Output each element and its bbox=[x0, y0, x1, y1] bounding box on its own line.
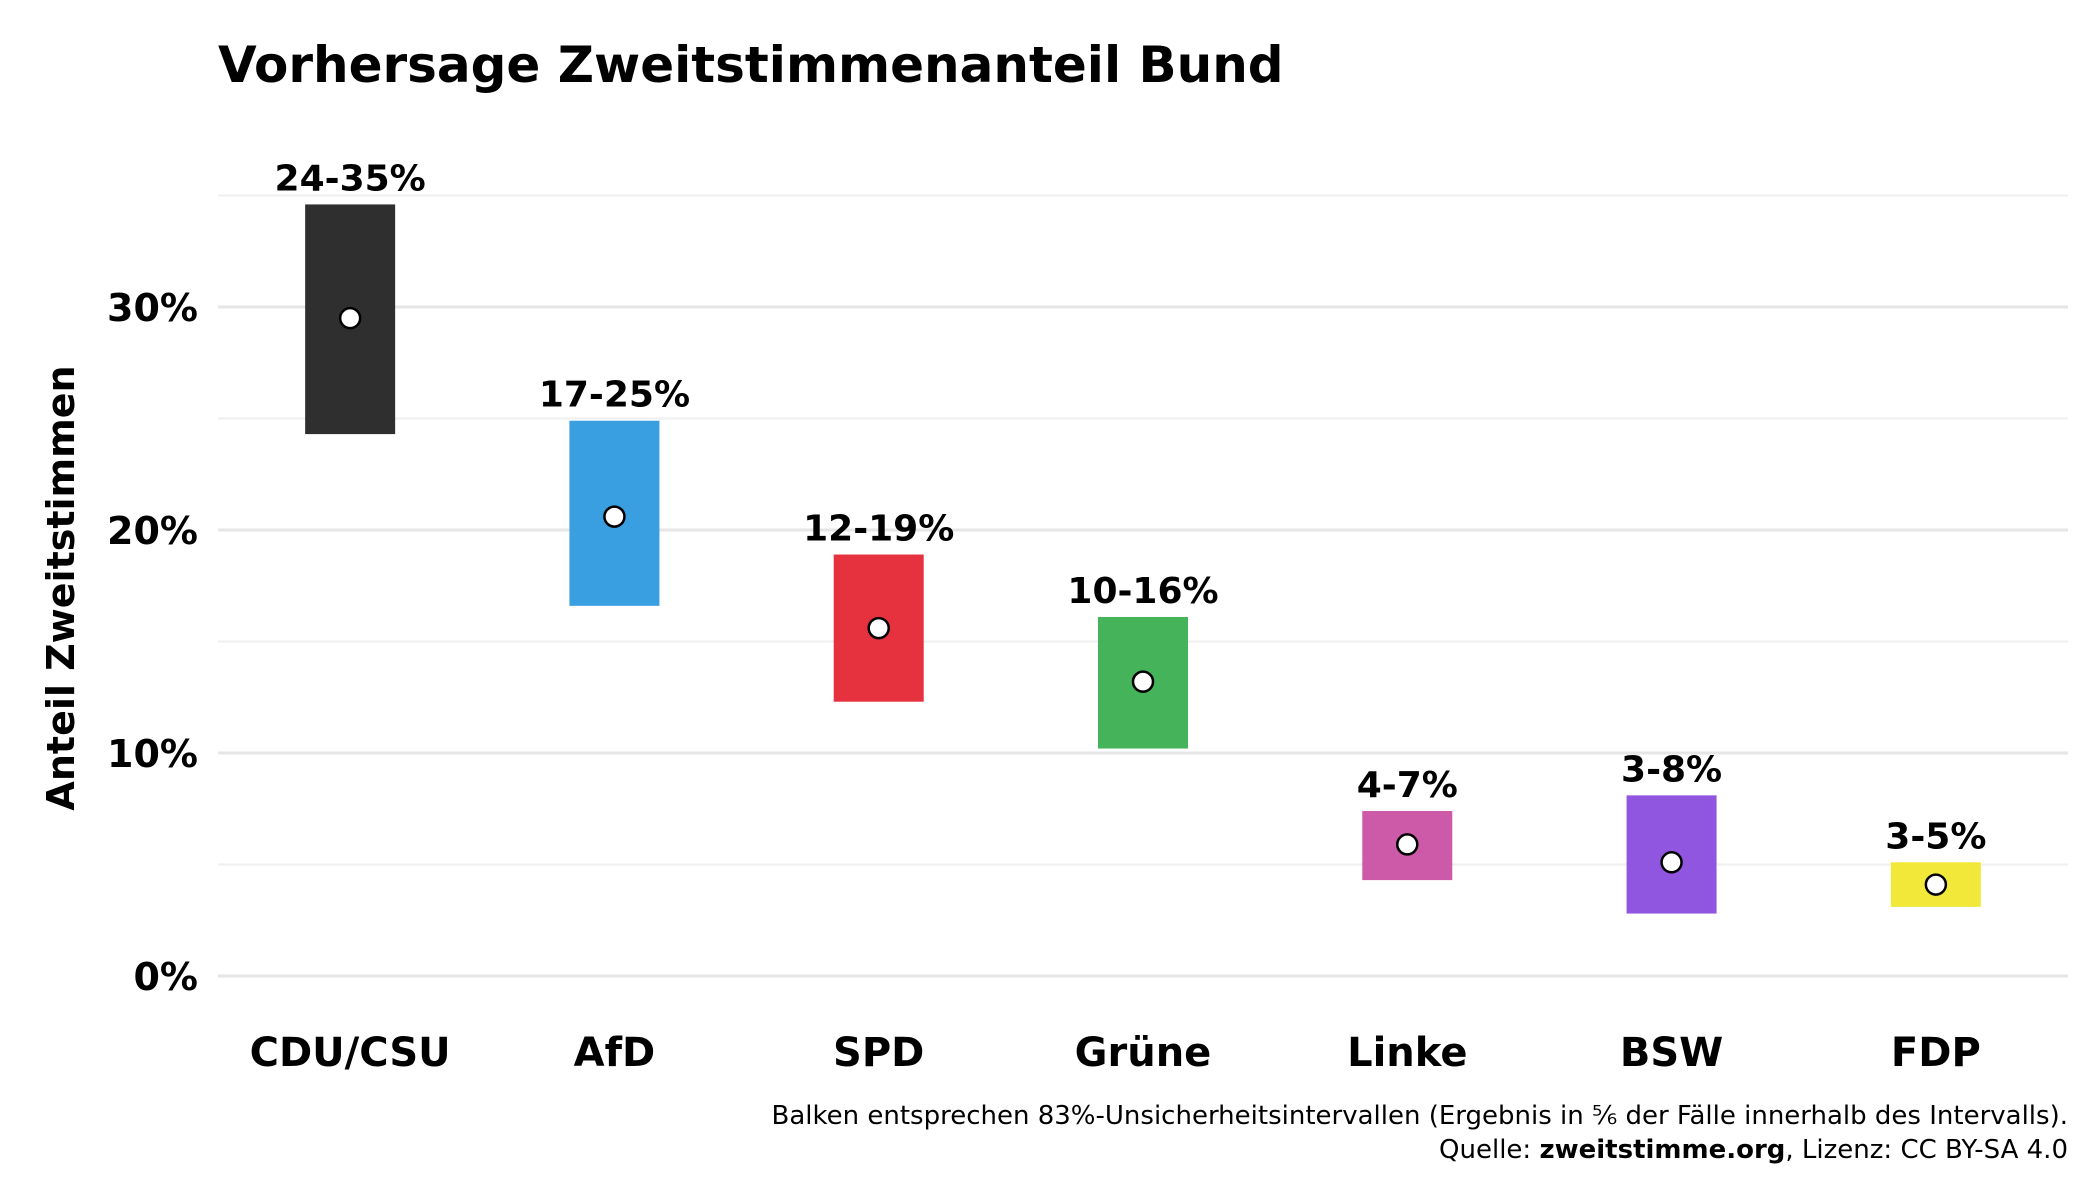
bars: 24-35% 17-25% 12-19% 10-16% 4-7% 3-8% 3-5% bbox=[275, 158, 1986, 914]
y-axis-label: Anteil Zweitstimmen bbox=[39, 365, 83, 810]
x-tick-label: SPD bbox=[833, 1030, 924, 1076]
point-estimate bbox=[603, 505, 626, 528]
y-axis: 0% 10% 20% 30% bbox=[107, 286, 198, 999]
point-estimate bbox=[1924, 873, 1948, 896]
grid bbox=[218, 194, 2068, 978]
x-tick-label: BSW bbox=[1620, 1030, 1723, 1076]
x-tick-label: Linke bbox=[1347, 1030, 1467, 1076]
point-estimate bbox=[1396, 833, 1419, 856]
point-estimate bbox=[867, 616, 890, 640]
bar-value-label: 3-5% bbox=[1885, 816, 1986, 857]
bar-value-label: 12-19% bbox=[803, 509, 954, 550]
point-estimate bbox=[338, 306, 362, 330]
bar-value-label: 17-25% bbox=[539, 375, 690, 416]
y-tick-label: 0% bbox=[133, 955, 198, 999]
bar-value-label: 3-8% bbox=[1621, 749, 1722, 790]
chart-title: Vorhersage Zweitstimmenanteil Bund bbox=[218, 36, 1284, 94]
x-axis: CDU/CSU AfD SPD Grüne Linke BSW FDP bbox=[250, 1030, 1981, 1076]
caption-license: , Lizenz: CC BY-SA 4.0 bbox=[1785, 1135, 2068, 1165]
bar-value-label: 10-16% bbox=[1067, 571, 1218, 612]
bar-value-label: 24-35% bbox=[275, 158, 426, 199]
caption-source: Quelle: zweitstimme.org, Lizenz: CC BY-S… bbox=[1439, 1135, 2068, 1165]
y-tick-label: 20% bbox=[107, 509, 198, 553]
caption-source-prefix: Quelle: bbox=[1439, 1135, 1539, 1165]
x-tick-label: AfD bbox=[574, 1030, 656, 1076]
caption-note: Balken entsprechen 83%-Unsicherheitsinte… bbox=[772, 1101, 2068, 1131]
x-tick-label: Grüne bbox=[1075, 1030, 1212, 1076]
x-tick-label: FDP bbox=[1891, 1030, 1981, 1076]
point-estimate bbox=[1131, 670, 1155, 693]
x-tick-label: CDU/CSU bbox=[250, 1030, 451, 1076]
caption-source-link[interactable]: zweitstimme.org bbox=[1539, 1135, 1785, 1165]
bar-value-label: 4-7% bbox=[1357, 765, 1458, 806]
point-estimate bbox=[1660, 851, 1683, 874]
y-tick-label: 30% bbox=[107, 286, 198, 330]
y-tick-label: 10% bbox=[107, 732, 198, 776]
